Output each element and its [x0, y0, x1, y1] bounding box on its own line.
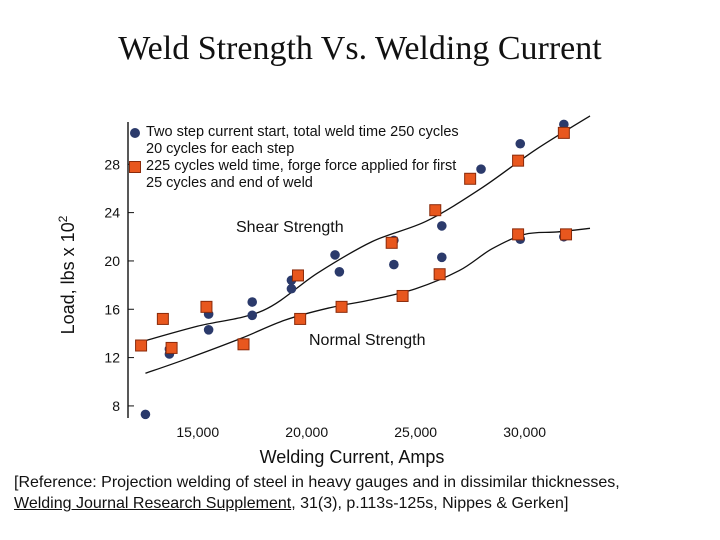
data-point-square-shear — [291, 269, 304, 282]
data-point-square-normal — [560, 228, 573, 241]
data-point-circle-normal — [437, 252, 447, 263]
reference-note: [Reference: Projection welding of steel … — [14, 472, 674, 514]
y-axis-title-text: Load, lbs x 10 — [58, 222, 78, 334]
reference-text-before: [Reference: Projection welding of steel … — [14, 474, 620, 491]
data-point-square-normal — [135, 339, 148, 352]
chart-legend: Two step current start, total weld time … — [128, 124, 468, 192]
legend-item-square-series: 225 cycles weld time, forge force applie… — [128, 158, 468, 192]
data-point-circle-shear — [203, 325, 214, 335]
y-tick-label: 16 — [104, 301, 120, 317]
data-point-circle-shear — [437, 221, 447, 231]
data-point-circle-shear — [247, 310, 258, 321]
data-point-circle-normal — [334, 267, 345, 277]
normal-strength-annotation: Normal Strength — [309, 332, 426, 349]
x-tick-label: 15,000 — [176, 424, 219, 440]
data-point-square-shear — [156, 312, 169, 325]
reference-journal: Welding Journal Research Supplement — [14, 495, 292, 512]
normal-strength-curve — [145, 227, 591, 374]
data-point-square-shear — [429, 204, 442, 217]
data-point-square-normal — [237, 338, 250, 351]
data-point-circle-shear — [476, 164, 486, 174]
x-tick-label: 25,000 — [394, 424, 437, 440]
x-tick-label: 30,000 — [503, 424, 546, 440]
circle-marker-icon — [130, 128, 140, 138]
data-point-square-shear — [200, 300, 213, 313]
legend-label-circle-series: Two step current start, total weld time … — [146, 124, 459, 157]
chart-title: Weld Strength Vs. Welding Current — [118, 30, 602, 67]
y-tick-label: 12 — [104, 350, 120, 366]
data-point-square-normal — [165, 341, 178, 354]
data-point-circle-shear — [559, 119, 569, 130]
x-tick-label: 20,000 — [285, 424, 328, 440]
data-point-square-shear — [385, 236, 398, 249]
axes-group: 8 12 16 20 24 28 15,000 20,000 25,000 30,000 — [104, 122, 546, 440]
data-point-circle-shear — [330, 250, 340, 260]
data-point-square-normal — [433, 268, 446, 281]
y-tick-label: 28 — [104, 156, 120, 172]
data-point-circle-shear — [286, 283, 297, 294]
y-axis-title-superscript: 2 — [56, 215, 70, 222]
square-marker-icon — [129, 161, 141, 173]
data-point-circle-shear — [515, 138, 526, 149]
shear-strength-annotation: Shear Strength — [236, 219, 344, 236]
data-point-circle-normal — [389, 259, 399, 270]
data-point-circle-normal — [140, 409, 151, 420]
data-marks-group — [135, 119, 573, 420]
data-point-square-shear — [464, 172, 477, 185]
y-tick-label: 24 — [104, 205, 120, 221]
reference-text-after: , 31(3), p.113s-125s, Nippes & Gerken] — [291, 495, 569, 512]
x-axis-title: Welding Current, Amps — [260, 447, 445, 467]
y-axis-title: Load, lbs x 102 — [56, 215, 78, 334]
legend-item-circle-series: Two step current start, total weld time … — [128, 124, 468, 158]
y-tick-label: 20 — [104, 253, 120, 269]
data-point-circle-normal — [247, 297, 258, 307]
data-point-square-normal — [396, 289, 409, 302]
data-point-square-normal — [512, 228, 525, 241]
y-tick-label: 8 — [112, 398, 120, 414]
data-point-square-normal — [335, 300, 348, 313]
legend-label-square-series: 225 cycles weld time, forge force applie… — [146, 158, 457, 191]
data-point-square-shear — [557, 126, 570, 139]
data-point-square-normal — [294, 312, 307, 325]
data-point-square-shear — [512, 154, 525, 167]
